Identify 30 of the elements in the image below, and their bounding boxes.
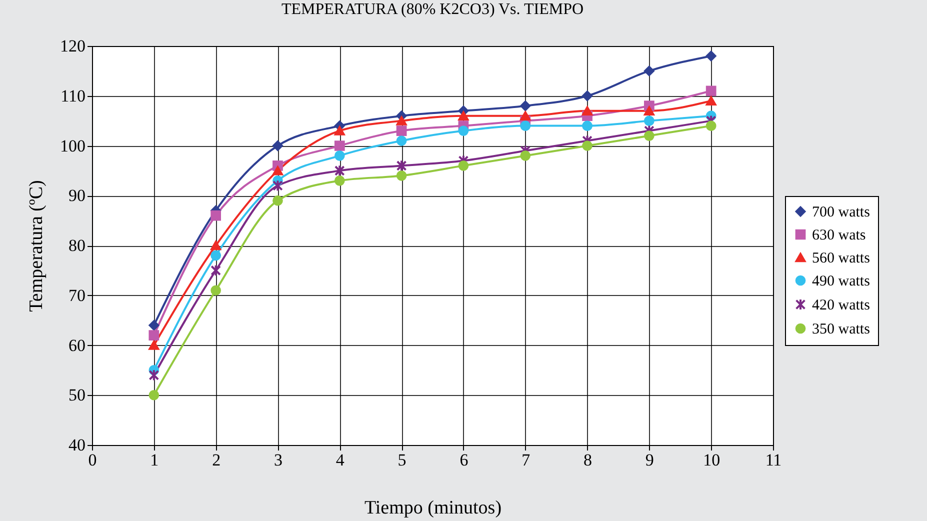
legend-label: 420 watts — [812, 298, 870, 314]
x-axis-title: Tiempo (minutos) — [364, 498, 502, 518]
x-tick-label: 11 — [765, 450, 782, 470]
y-tick-label: 120 — [60, 36, 86, 56]
x-tick-label: 6 — [460, 450, 468, 470]
y-tick-label: 80 — [68, 236, 86, 255]
legend-label: 490 watts — [812, 274, 870, 290]
x-tick-label: 0 — [88, 450, 97, 470]
x-tick-label: 4 — [336, 450, 345, 470]
x-tick-label: 8 — [584, 450, 592, 470]
y-tick-label: 100 — [60, 136, 86, 156]
legend-label: 700 watts — [812, 204, 870, 220]
y-tick-label: 50 — [68, 386, 86, 405]
y-tick-label: 70 — [68, 286, 86, 305]
legend-label: 560 watts — [812, 250, 870, 266]
chart-title: TEMPERATURA (80% K2CO3) Vs. TIEMPO — [281, 1, 584, 18]
y-tick-label: 60 — [68, 336, 86, 355]
x-tick-label: 3 — [274, 450, 282, 470]
y-tick-label: 40 — [68, 436, 86, 454]
x-tick-label: 1 — [150, 450, 159, 470]
x-tick-label: 7 — [522, 450, 531, 470]
x-tick-label: 9 — [645, 450, 654, 470]
y-tick-label: 110 — [60, 86, 86, 106]
x-tick-label: 2 — [212, 450, 221, 470]
legend-label: 630 wats — [812, 228, 866, 244]
y-tick-label: 90 — [68, 186, 86, 206]
x-tick-label: 5 — [398, 450, 406, 470]
y-axis-title: Temperatura (ºC) — [26, 180, 47, 312]
x-tick-label: 10 — [703, 450, 720, 470]
legend-label: 350 watts — [812, 322, 870, 338]
